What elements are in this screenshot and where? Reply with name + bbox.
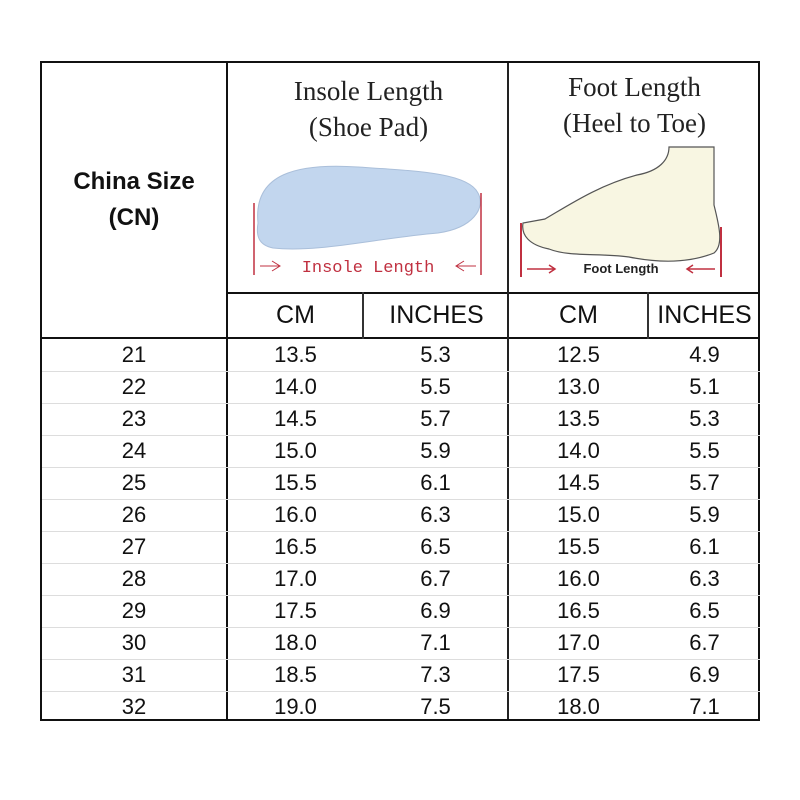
row-divider bbox=[42, 435, 760, 436]
china-size-cell: 22 bbox=[121, 374, 147, 399]
insole-cm-cell: 14.5 bbox=[274, 406, 317, 431]
china-size-cell: 21 bbox=[121, 342, 147, 367]
insole-inches-cell: 6.1 bbox=[420, 470, 451, 495]
foot-cm-cell: 17.0 bbox=[557, 630, 600, 655]
row-divider bbox=[42, 467, 760, 468]
size-chart-table: China Size (CN) Insole Length (Shoe Pad)… bbox=[40, 61, 760, 721]
foot-cm-cell: 17.5 bbox=[557, 662, 600, 687]
foot-inches-cell: 6.1 bbox=[689, 534, 720, 559]
foot-cm-cell: 18.0 bbox=[557, 694, 600, 719]
insole-cm-cell: 14.0 bbox=[274, 374, 317, 399]
foot-cm-cell: 13.0 bbox=[557, 374, 600, 399]
insole-inches-cell: 6.7 bbox=[420, 566, 451, 591]
insole-subtitle: (Shoe Pad) bbox=[308, 112, 429, 142]
row-divider bbox=[42, 371, 760, 372]
china-size-cell: 31 bbox=[121, 662, 147, 687]
insole-inches-cell: 5.3 bbox=[420, 342, 451, 367]
foot-inches-cell: 5.7 bbox=[689, 470, 720, 495]
row-divider bbox=[42, 499, 760, 500]
china-size-label: China Size bbox=[73, 168, 195, 195]
foot-cm-cell: 12.5 bbox=[557, 342, 600, 367]
foot-title: Foot Length bbox=[568, 72, 701, 102]
insole-cm-cell: 19.0 bbox=[274, 694, 317, 719]
foot-cm-cell: 15.0 bbox=[557, 502, 600, 527]
row-divider bbox=[42, 691, 760, 692]
insole-shape-icon bbox=[256, 165, 481, 250]
arrow-right-icon bbox=[260, 260, 281, 272]
foot-cm-cell: 16.0 bbox=[557, 566, 600, 591]
insole-diagram: Insole Length bbox=[253, 165, 482, 278]
china-size-unit: (CN) bbox=[108, 204, 160, 231]
insole-inches-cell: 5.9 bbox=[420, 438, 451, 463]
insole-inches-cell: 6.9 bbox=[420, 598, 451, 623]
foot-cm-cell: 15.5 bbox=[557, 534, 600, 559]
china-size-cell: 32 bbox=[121, 694, 147, 719]
insole-cm-cell: 15.5 bbox=[274, 470, 317, 495]
insole-cm-cell: 17.5 bbox=[274, 598, 317, 623]
china-size-cell: 29 bbox=[121, 598, 147, 623]
foot-cm-cell: 13.5 bbox=[557, 406, 600, 431]
insole-inches-cell: 7.3 bbox=[420, 662, 451, 687]
insole-inches-cell: 7.5 bbox=[420, 694, 451, 719]
insole-cm-cell: 16.0 bbox=[274, 502, 317, 527]
foot-inches-cell: 6.5 bbox=[689, 598, 720, 623]
arrow-left-icon bbox=[685, 264, 715, 274]
foot-diagram-label: Foot Length bbox=[583, 261, 658, 276]
foot-inches-header: INCHES bbox=[657, 301, 752, 329]
foot-inches-cell: 4.9 bbox=[689, 342, 720, 367]
foot-inches-cell: 5.5 bbox=[689, 438, 720, 463]
row-divider bbox=[42, 659, 760, 660]
china-size-cell: 30 bbox=[121, 630, 147, 655]
arrow-left-icon bbox=[455, 260, 476, 272]
china-size-cell: 28 bbox=[121, 566, 147, 591]
row-divider bbox=[42, 403, 760, 404]
china-size-cell: 27 bbox=[121, 534, 147, 559]
insole-cm-cell: 16.5 bbox=[274, 534, 317, 559]
foot-inches-cell: 6.3 bbox=[689, 566, 720, 591]
insole-inches-cell: 5.5 bbox=[420, 374, 451, 399]
foot-cm-cell: 16.5 bbox=[557, 598, 600, 623]
insole-inches-header: INCHES bbox=[389, 301, 484, 329]
foot-length-header: Foot Length (Heel to Toe) bbox=[509, 63, 760, 293]
insole-cm-cell: 18.0 bbox=[274, 630, 317, 655]
foot-inches-cell: 5.1 bbox=[689, 374, 720, 399]
row-divider bbox=[42, 627, 760, 628]
china-size-cell: 23 bbox=[121, 406, 147, 431]
foot-inches-cell: 7.1 bbox=[689, 694, 720, 719]
row-divider bbox=[42, 595, 760, 596]
insole-cm-cell: 15.0 bbox=[274, 438, 317, 463]
insole-cm-cell: 17.0 bbox=[274, 566, 317, 591]
foot-cm-header: CM bbox=[559, 301, 598, 329]
foot-subtitle: (Heel to Toe) bbox=[562, 108, 707, 138]
arrow-right-icon bbox=[527, 264, 557, 274]
china-size-cell: 26 bbox=[121, 502, 147, 527]
insole-title: Insole Length bbox=[293, 76, 444, 106]
insole-cm-cell: 18.5 bbox=[274, 662, 317, 687]
row-divider bbox=[42, 531, 760, 532]
foot-inches-cell: 6.9 bbox=[689, 662, 720, 687]
insole-length-header: Insole Length (Shoe Pad) bbox=[228, 63, 509, 293]
foot-inches-cell: 5.3 bbox=[689, 406, 720, 431]
foot-cm-cell: 14.5 bbox=[557, 470, 600, 495]
foot-diagram: Foot Length bbox=[520, 146, 722, 277]
foot-inches-cell: 5.9 bbox=[689, 502, 720, 527]
insole-inches-cell: 6.5 bbox=[420, 534, 451, 559]
insole-cm-cell: 13.5 bbox=[274, 342, 317, 367]
insole-inches-cell: 5.7 bbox=[420, 406, 451, 431]
foot-shape-icon bbox=[522, 146, 721, 262]
insole-inches-cell: 7.1 bbox=[420, 630, 451, 655]
foot-cm-cell: 14.0 bbox=[557, 438, 600, 463]
china-size-cell: 25 bbox=[121, 470, 147, 495]
foot-inches-cell: 6.7 bbox=[689, 630, 720, 655]
insole-diagram-label: Insole Length bbox=[302, 259, 435, 278]
insole-inches-cell: 6.3 bbox=[420, 502, 451, 527]
china-size-header: China Size (CN) bbox=[42, 63, 226, 337]
row-divider bbox=[42, 563, 760, 564]
china-size-cell: 24 bbox=[121, 438, 147, 463]
insole-cm-header: CM bbox=[276, 301, 315, 329]
